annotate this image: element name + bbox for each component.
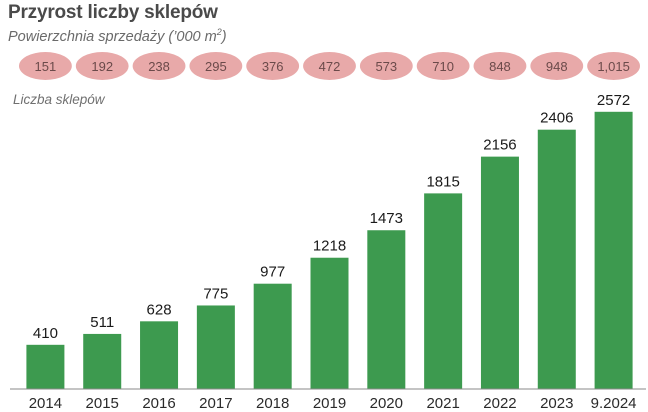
x-tick-label: 2021	[426, 395, 459, 412]
floor-area-value: 472	[319, 59, 341, 74]
floor-area-pill-2017	[189, 52, 243, 80]
x-tick-label: 2015	[86, 395, 119, 412]
series-label: Liczba sklepów	[13, 92, 105, 107]
x-tick-label: 2014	[29, 395, 62, 412]
bar-2021	[424, 193, 463, 389]
bar-2018	[253, 283, 292, 389]
floor-area-value: 573	[375, 59, 397, 74]
floor-area-value: 376	[262, 59, 284, 74]
bar-value-label: 2572	[597, 92, 630, 109]
floor-area-pill-2022	[473, 52, 527, 80]
bars-group: 410 511 628 775 977 1218 1473 1815 2156 2406 2572	[26, 92, 633, 390]
floor-area-value: 238	[148, 59, 170, 74]
bar-2023	[537, 129, 576, 390]
x-tick-label: 2017	[199, 395, 232, 412]
bar-2022	[480, 156, 519, 389]
bar-value-label: 2406	[540, 110, 573, 127]
floor-area-value: 848	[489, 59, 511, 74]
bar-value-label: 511	[90, 314, 114, 331]
floor-area-pill-9.2024	[587, 52, 640, 80]
bar-2020	[367, 230, 406, 389]
x-tick-label: 2022	[483, 395, 516, 412]
bar-value-label: 1473	[370, 210, 403, 227]
floor-area-row: 151 192 238 295 376 472 573 710 848 948 1,015	[19, 52, 640, 80]
x-tick-label: 2016	[142, 395, 175, 412]
x-tick-label: 2019	[313, 395, 346, 412]
floor-area-pill-2016	[132, 52, 186, 80]
bar-value-label: 410	[33, 325, 58, 342]
bar-value-label: 977	[260, 264, 285, 281]
floor-area-value: 710	[432, 59, 454, 74]
bar-2014	[26, 344, 65, 389]
bar-2017	[196, 305, 235, 389]
chart-subtitle: Powierzchnia sprzedaży (’000 m2)	[8, 27, 227, 45]
bar-2015	[83, 333, 122, 389]
chart-title: Przyrost liczby sklepów	[8, 2, 218, 23]
floor-area-pill-2018	[246, 52, 300, 80]
bar-value-label: 1218	[313, 238, 346, 255]
floor-area-pill-2023	[530, 52, 584, 80]
x-tick-label: 2018	[256, 395, 289, 412]
bar-value-label: 775	[203, 285, 228, 302]
x-tick-label: 9.2024	[591, 395, 637, 412]
bar-9.2024	[594, 111, 633, 389]
x-axis: 2014 2015 2016 2017 2018 2019 2020 2021 2022 2023…	[10, 388, 646, 412]
bar-value-label: 2156	[483, 137, 516, 154]
bar-value-label: 628	[147, 301, 172, 318]
bar-value-label: 1815	[426, 173, 459, 190]
floor-area-pill-2015	[75, 52, 129, 80]
floor-area-pill-2021	[416, 52, 470, 80]
floor-area-value: 192	[91, 59, 113, 74]
x-tick-label: 2023	[540, 395, 573, 412]
floor-area-value: 151	[35, 59, 57, 74]
floor-area-pill-2020	[359, 52, 413, 80]
bar-2016	[140, 321, 179, 389]
floor-area-value: 295	[205, 59, 227, 74]
bar-2019	[310, 257, 349, 389]
floor-area-value: 948	[546, 59, 568, 74]
x-tick-label: 2020	[370, 395, 403, 412]
floor-area-pill-2019	[303, 52, 356, 80]
floor-area-pill-2014	[19, 52, 72, 80]
floor-area-value: 1,015	[597, 59, 630, 74]
